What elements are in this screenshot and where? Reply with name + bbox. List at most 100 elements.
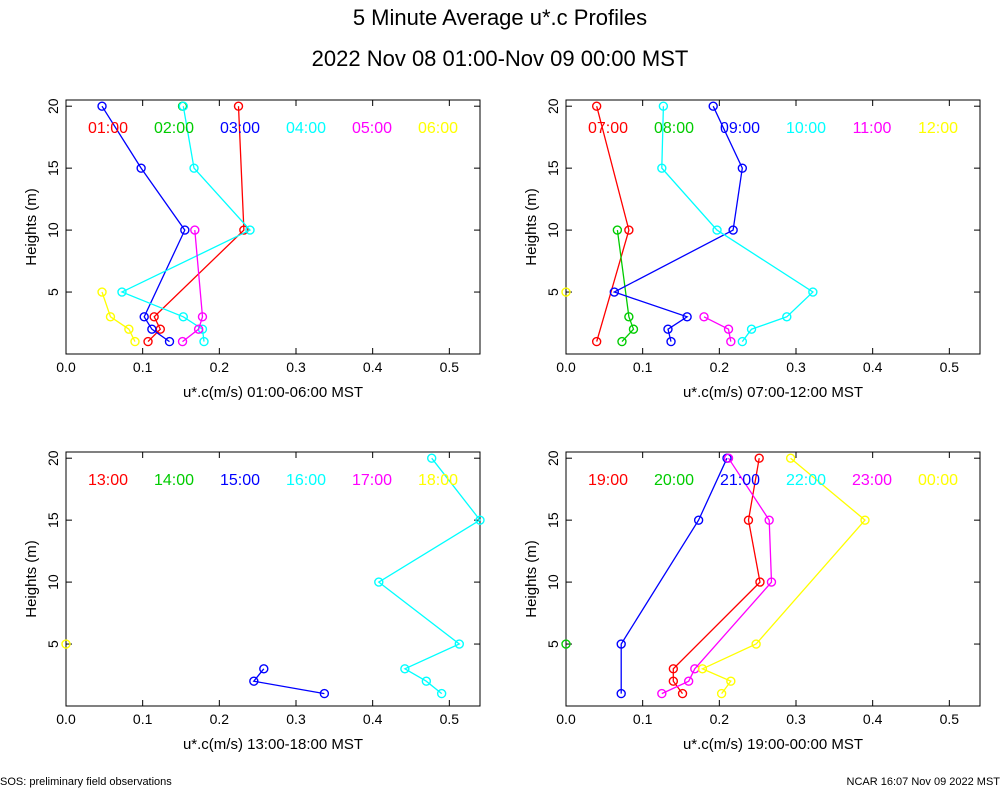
x-tick-label: 0.4 xyxy=(363,359,383,375)
data-point-00:00 xyxy=(751,639,761,649)
legend-entry: 11:00 xyxy=(853,120,892,137)
data-layer xyxy=(561,101,818,347)
data-point-15:00 xyxy=(249,676,259,686)
legend-entry: 15:00 xyxy=(220,472,260,489)
data-point-16:00 xyxy=(427,453,437,463)
x-tick-label: 0.5 xyxy=(940,711,960,727)
data-point-10:00 xyxy=(658,101,669,111)
chart-panel-1: 0.0 0.1 0.2 0.3 0.4 0.5 5 10 15 20 u*.c(m/s) 01:00… xyxy=(23,98,481,401)
data-point-00:00 xyxy=(697,664,708,674)
data-point-10:00 xyxy=(808,287,818,297)
series-line-06:00 xyxy=(101,291,136,342)
data-point-00:00 xyxy=(726,676,736,686)
x-tick-label: 0.4 xyxy=(363,711,383,727)
data-point-05:00 xyxy=(193,324,204,334)
legend-entry: 05:00 xyxy=(352,120,392,137)
data-point-19:00 xyxy=(755,577,765,587)
data-point-08:00 xyxy=(628,324,639,334)
data-point-10:00 xyxy=(657,163,667,173)
x-tick-label: 0.5 xyxy=(440,711,460,727)
x-tick-label: 0.3 xyxy=(286,359,306,375)
data-point-03:00 xyxy=(180,225,190,235)
data-point-11:00 xyxy=(699,312,709,322)
data-point-00:00 xyxy=(716,688,727,699)
data-point-00:00 xyxy=(860,515,870,525)
x-tick-label: 0.2 xyxy=(210,711,230,727)
data-point-23:00 xyxy=(657,688,667,699)
legend-entry: 14:00 xyxy=(154,472,194,489)
plot-frame xyxy=(65,99,481,355)
data-point-10:00 xyxy=(782,312,792,322)
legend-entry: 10:00 xyxy=(786,120,826,137)
data-point-11:00 xyxy=(726,336,736,347)
data-point-23:00 xyxy=(766,577,777,587)
legend-entry: 06:00 xyxy=(418,120,458,137)
x-tick-label: 0.1 xyxy=(133,359,153,375)
x-tick-label: 0.5 xyxy=(940,359,960,375)
x-tick-label: 0.4 xyxy=(863,359,883,375)
series-line-11:00 xyxy=(703,316,732,342)
data-point-15:00 xyxy=(259,664,269,674)
chart-panel-2: 0.0 0.1 0.2 0.3 0.4 0.5 5 10 15 20 u*.c(m/s) 07:00… xyxy=(523,98,981,401)
data-point-04:00 xyxy=(178,101,189,111)
data-point-05:00 xyxy=(197,312,208,322)
data-point-16:00 xyxy=(421,676,432,686)
legend-entry: 12:00 xyxy=(918,120,958,137)
legend-entry: 23:00 xyxy=(852,472,892,489)
data-point-01:00 xyxy=(239,225,249,235)
legend-entry: 01:00 xyxy=(88,120,128,137)
series-line-09:00 xyxy=(612,105,743,342)
y-tick-label: 5 xyxy=(45,640,61,648)
data-point-09:00 xyxy=(708,101,718,111)
data-point-16:00 xyxy=(400,664,410,674)
data-point-09:00 xyxy=(609,287,619,297)
x-tick-label: 0.5 xyxy=(440,359,460,375)
data-point-19:00 xyxy=(677,688,688,699)
data-point-19:00 xyxy=(743,515,754,525)
x-tick-label: 0.2 xyxy=(210,359,230,375)
data-point-20:00 xyxy=(561,639,571,649)
chart-panel-4: 0.0 0.1 0.2 0.3 0.4 0.5 5 10 15 20 u*.c(m/s) 19:00… xyxy=(523,450,981,753)
series-line-03:00 xyxy=(101,105,186,343)
x-tick-label: 0.3 xyxy=(286,711,306,727)
data-point-06:00 xyxy=(124,324,134,334)
series-line-07:00 xyxy=(596,106,630,342)
y-tick-label: 20 xyxy=(545,98,561,114)
legend-entry: 07:00 xyxy=(588,120,628,137)
data-layer xyxy=(61,453,485,699)
figure-title: 5 Minute Average u*.c Profiles xyxy=(353,5,647,30)
data-point-01:00 xyxy=(149,312,159,322)
data-point-06:00 xyxy=(97,287,107,297)
legend-entry: 18:00 xyxy=(418,472,458,489)
data-point-15:00 xyxy=(319,688,330,699)
data-point-08:00 xyxy=(617,336,627,347)
series-line-10:00 xyxy=(661,106,814,342)
data-point-06:00 xyxy=(130,336,140,347)
data-point-19:00 xyxy=(668,664,679,674)
data-point-03:00 xyxy=(147,324,157,334)
data-point-03:00 xyxy=(136,163,146,173)
x-tick-label: 0.1 xyxy=(633,711,653,727)
x-tick-label: 0.3 xyxy=(786,711,806,727)
legend-entry: 08:00 xyxy=(654,120,694,137)
y-axis-label: Heights (m) xyxy=(23,540,40,618)
series-line-08:00 xyxy=(616,230,635,343)
data-point-08:00 xyxy=(612,225,623,235)
y-tick-label: 5 xyxy=(545,288,561,296)
legend-entry: 17:00 xyxy=(352,472,392,489)
data-point-10:00 xyxy=(746,324,757,334)
y-axis-label: Heights (m) xyxy=(23,188,40,266)
data-point-09:00 xyxy=(682,312,692,322)
y-tick-label: 5 xyxy=(45,288,61,296)
data-point-04:00 xyxy=(117,287,127,297)
data-point-01:00 xyxy=(143,336,153,347)
data-point-11:00 xyxy=(723,324,734,334)
data-point-12:00 xyxy=(561,287,571,297)
legend-entry: 03:00 xyxy=(220,120,260,137)
x-tick-label: 0.2 xyxy=(710,359,730,375)
data-point-09:00 xyxy=(737,163,748,173)
data-point-19:00 xyxy=(668,676,679,686)
data-point-21:00 xyxy=(616,688,626,699)
y-tick-label: 15 xyxy=(45,512,61,528)
chart-panels: 0.0 0.1 0.2 0.3 0.4 0.5 5 10 15 20 u*.c(m/s) 01:00… xyxy=(23,98,981,753)
